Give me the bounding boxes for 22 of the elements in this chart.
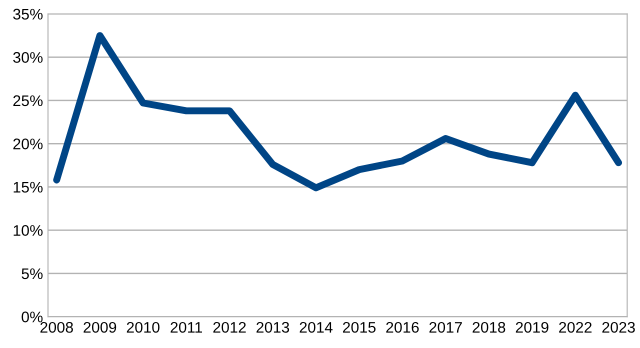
x-tick-label: 2014 [300,322,333,333]
x-tick-label: 2013 [256,322,290,333]
x-tick-label: 2018 [472,322,506,333]
x-tick-label: 2010 [126,322,160,333]
y-tick-label: 5% [22,268,43,280]
x-tick-label: 2009 [84,322,116,333]
x-tick-label: 2008 [40,322,73,333]
x-tick-label: 2017 [429,322,462,333]
x-tick-label: 2016 [386,322,419,333]
y-tick-label: 15% [14,182,43,193]
y-tick-label: 30% [13,52,43,63]
y-tick-label: 20% [13,138,43,150]
x-tick-label: 2023 [602,322,635,333]
y-tick-label: 10% [14,225,43,236]
x-tick-label: 2019 [516,322,548,333]
y-tick-label: 35% [13,8,43,20]
x-tick-label: 2011 [170,322,202,333]
y-tick-label: 25% [13,95,43,106]
x-tick-label: 2015 [342,322,376,333]
y-tick-label: 0% [22,312,43,322]
x-tick-label: 2012 [213,322,246,333]
x-tick-label: 2022 [559,322,592,333]
